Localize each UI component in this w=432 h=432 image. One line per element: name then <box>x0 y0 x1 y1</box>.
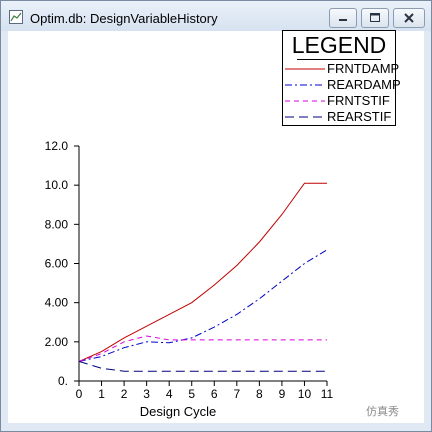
x-tick-label: 9 <box>279 387 286 401</box>
legend-title-underline <box>297 59 381 60</box>
x-tick-label: 6 <box>211 387 218 401</box>
x-tick-label: 2 <box>121 387 128 401</box>
y-tick-label: 6.00 <box>45 257 69 271</box>
x-tick-label: 10 <box>298 387 312 401</box>
x-tick-label: 3 <box>143 387 150 401</box>
title-bar[interactable]: Optim.db: DesignVariableHistory <box>1 1 431 31</box>
legend-label: REARSTIF <box>327 109 392 124</box>
legend-title: LEGEND <box>291 32 387 58</box>
app-icon <box>9 10 23 24</box>
x-tick-label: 7 <box>233 387 240 401</box>
minimize-icon <box>339 19 347 21</box>
restore-icon <box>370 13 380 22</box>
legend-label: FRNTDAMP <box>327 61 400 76</box>
x-tick-label: 0 <box>76 387 83 401</box>
series-line-frntdamp <box>78 182 327 362</box>
legend-item-reardamp: REARDAMP <box>283 77 401 93</box>
close-button[interactable] <box>393 8 425 28</box>
x-axis-label: Design Cycle <box>140 404 217 419</box>
series-line-frntstif <box>78 335 327 362</box>
series-line-reardamp <box>78 249 328 362</box>
y-tick-label: 12.0 <box>45 139 69 153</box>
x-tick-label: 1 <box>98 387 105 401</box>
y-tick-label: 0. <box>58 374 68 388</box>
legend-label: REARDAMP <box>327 77 401 92</box>
maximize-button[interactable] <box>361 8 389 28</box>
watermark: 仿真秀 <box>366 406 399 418</box>
x-tick-label: 8 <box>256 387 263 401</box>
close-icon <box>404 13 414 23</box>
y-tick-label: 8.00 <box>45 217 69 231</box>
minimize-button[interactable] <box>329 8 357 28</box>
x-tick-label: 11 <box>321 387 334 401</box>
y-tick-label: 2.00 <box>45 335 69 349</box>
x-tick-label: 5 <box>188 387 195 401</box>
y-tick-label: 10.0 <box>45 178 69 192</box>
legend-item-frntdamp: FRNTDAMP <box>283 61 399 77</box>
legend: LEGEND FRNTDAMP REARDAMP FRNTSTIF REARST… <box>282 30 401 126</box>
series-line-rearstif <box>78 360 327 372</box>
y-tick-label: 4.00 <box>45 296 69 310</box>
window-title: Optim.db: DesignVariableHistory <box>30 11 218 26</box>
legend-label: FRNTSTIF <box>327 93 390 108</box>
legend-item-rearstif: REARSTIF <box>283 109 395 125</box>
legend-item-frntstif: FRNTSTIF <box>283 93 395 109</box>
x-tick-label: 4 <box>166 387 173 401</box>
